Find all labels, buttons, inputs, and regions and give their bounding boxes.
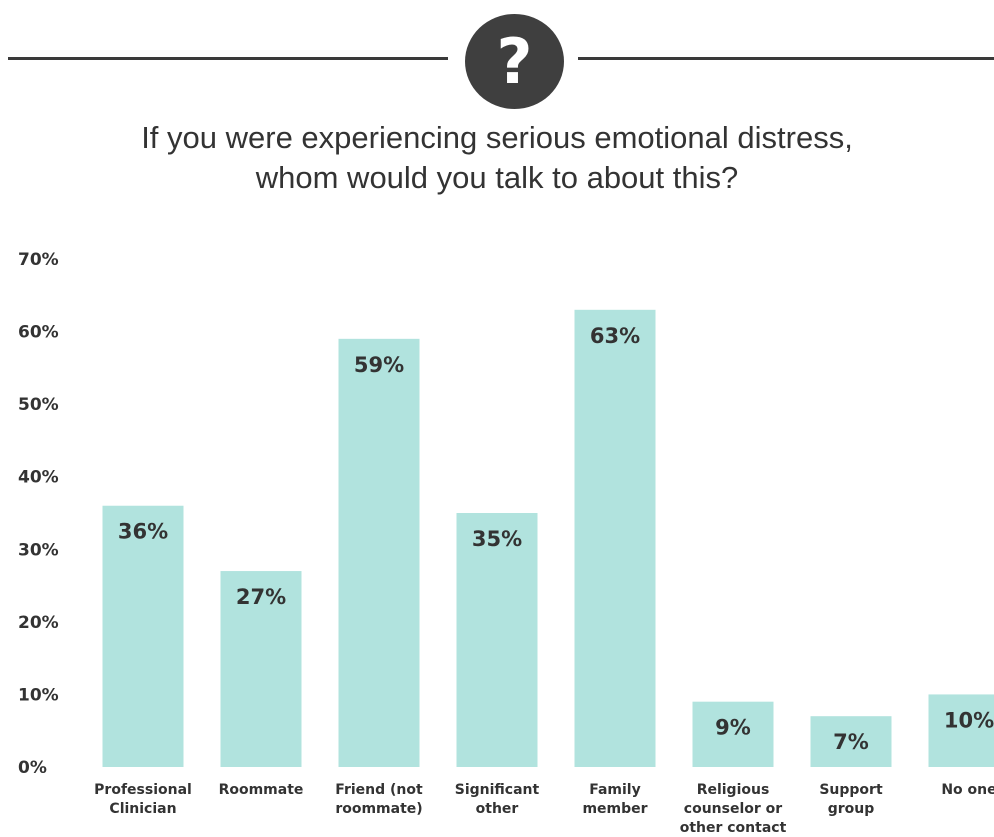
category-label-line: No one [941, 782, 994, 798]
y-tick-label: 50% [18, 395, 59, 415]
y-tick-label: 40% [18, 468, 59, 488]
bar [692, 701, 774, 767]
bar-value-label: 35% [472, 527, 522, 551]
y-tick-label: 10% [18, 685, 59, 705]
y-tick-label: 60% [18, 323, 59, 343]
chart-title: If you were experiencing serious emotion… [0, 118, 994, 198]
category-label-line: Friend (not [335, 782, 423, 798]
category-label-line: member [582, 801, 647, 817]
category-label: No one [941, 782, 994, 798]
category-label-line: Religious [697, 782, 770, 798]
category-label-line: Support [819, 782, 883, 798]
y-tick-label: 30% [18, 540, 59, 560]
bar-value-label: 10% [944, 708, 994, 732]
y-tick-label: 70% [18, 250, 59, 270]
category-label-line: other contact [680, 820, 787, 836]
category-label-line: Clinician [109, 801, 176, 817]
bar-value-label: 27% [236, 585, 286, 609]
bar [102, 505, 184, 767]
category-label-line: Significant [455, 782, 540, 798]
category-label-line: group [828, 801, 875, 817]
category-label: Support group [819, 782, 883, 817]
category-label-line: other [476, 801, 519, 817]
bar-value-label: 36% [118, 520, 168, 544]
bar [928, 694, 994, 767]
y-tick-label: 0% [18, 758, 47, 778]
y-tick-label: 20% [18, 613, 59, 633]
category-label-line: Professional [94, 782, 192, 798]
header-rule-right [578, 57, 994, 60]
question-mark-icon: ? [465, 14, 564, 109]
bar-value-label: 59% [354, 353, 404, 377]
category-label-line: Family [589, 782, 641, 798]
bar [810, 716, 892, 767]
bar [338, 338, 420, 767]
bar [220, 571, 302, 767]
category-label: Professional Clinician [94, 782, 192, 817]
category-label-line: Roommate [219, 782, 304, 798]
category-label-line: roommate) [335, 801, 422, 817]
chart-title-line-1: If you were experiencing serious emotion… [141, 120, 853, 155]
bar-value-label: 7% [833, 730, 869, 754]
header-rule-left [8, 57, 448, 60]
bar-value-label: 9% [715, 716, 751, 740]
bar-value-label: 63% [590, 324, 640, 348]
category-label: Roommate [219, 782, 304, 798]
bar [574, 309, 656, 767]
category-label: Religious counselor or other contact [680, 782, 787, 836]
chart-title-line-2: whom would you talk to about this? [255, 160, 739, 195]
category-label-line: counselor or [684, 801, 782, 817]
category-label: Friend (not roommate) [335, 782, 423, 817]
category-label: Significant other [455, 782, 540, 817]
bar [456, 513, 538, 767]
category-label: Family member [582, 782, 647, 817]
